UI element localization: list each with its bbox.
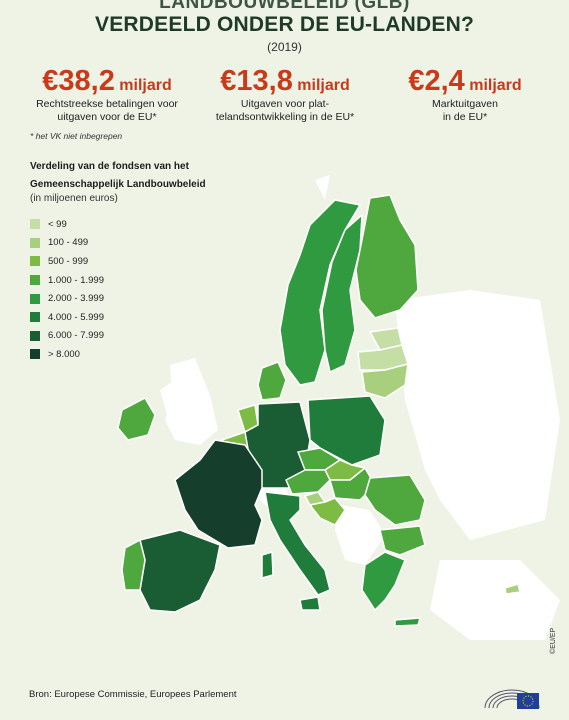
legend-item: > 8.000 [30, 345, 104, 364]
legend-label: 2.000 - 3.999 [48, 293, 104, 305]
legend-subtitle: (in miljoenen euros) [30, 193, 118, 204]
stat-desc-line1: Marktuitgaven [432, 98, 498, 110]
stat-unit: miljard [119, 77, 172, 94]
legend-label: < 99 [48, 218, 67, 230]
legend-item: 2.000 - 3.999 [30, 289, 104, 308]
country-romania [364, 474, 426, 526]
stat-desc-line1: Rechtstreekse betalingen voor [36, 98, 178, 110]
country-sardinia [261, 551, 274, 579]
non-member-land [430, 560, 560, 640]
country-cyprus [504, 583, 521, 595]
legend-title-line2: Gemeenschappelijk Landbouwbeleid [30, 179, 206, 190]
country-crete [394, 617, 421, 627]
legend-swatch [30, 349, 40, 360]
country-sicily [299, 596, 321, 611]
non-member-land [315, 175, 330, 200]
legend-title-line1: Verdeling van de fondsen van het [30, 161, 189, 172]
country-poland [307, 395, 386, 466]
year-label: (2019) [267, 40, 302, 54]
stat-value: €2,4 [408, 65, 465, 97]
country-croatia [309, 497, 346, 526]
copyright-text: ©EU/EP [550, 627, 557, 654]
stat-unit: miljard [297, 77, 350, 94]
country-greece [361, 551, 406, 611]
legend-swatch [30, 237, 40, 248]
country-finland [355, 194, 419, 319]
legend-item: 6.000 - 7.999 [30, 327, 104, 346]
country-denmark [257, 361, 287, 401]
legend-label: 1.000 - 1.999 [48, 274, 104, 286]
cut-off-title: LANDBOUWBELEID (GLB) [159, 0, 410, 13]
country-bulgaria [379, 525, 426, 556]
source-text: Bron: Europese Commissie, Europees Parle… [29, 689, 237, 700]
legend-item: 1.000 - 1.999 [30, 271, 104, 290]
country-sweden [321, 214, 363, 373]
country-norway [279, 199, 361, 386]
legend-label: 100 - 499 [48, 237, 89, 249]
uk-nonmember [165, 358, 218, 445]
stat-desc-line2: in de EU* [442, 111, 488, 123]
eu-countries [117, 194, 521, 627]
legend-label: 500 - 999 [48, 255, 89, 267]
stat-desc-line1: Uitgaven voor plat- [240, 98, 330, 110]
legend-item: 100 - 499 [30, 234, 104, 253]
country-france [174, 439, 263, 549]
non-member-lands [160, 175, 560, 640]
legend-swatch [30, 275, 40, 286]
stat-rural-development: €13,8 miljard Uitgaven voor plat-telands… [200, 66, 370, 124]
legend-item: < 99 [30, 215, 104, 234]
legend-item: 500 - 999 [30, 252, 104, 271]
legend-swatch [30, 330, 40, 341]
non-member-land [395, 290, 560, 540]
country-ireland [117, 397, 156, 441]
legend-swatch [30, 312, 40, 323]
legend: < 99 100 - 499 500 - 999 1.000 - 1.999 2… [30, 215, 104, 364]
legend-item: 4.000 - 5.999 [30, 308, 104, 327]
legend-swatch [30, 293, 40, 304]
stat-desc-line2: uitgaven voor de EU* [57, 111, 157, 123]
country-germany [244, 401, 311, 489]
country-lithuania [361, 363, 409, 399]
legend-label: 4.000 - 5.999 [48, 311, 104, 323]
stat-value: €13,8 [220, 65, 293, 97]
legend-title: Verdeling van de fondsen van het Gemeens… [30, 158, 206, 194]
country-united-kingdom [165, 358, 218, 445]
stat-value: €38,2 [42, 65, 115, 97]
legend-swatch [30, 256, 40, 267]
stat-market-expenditure: €2,4 miljard Marktuitgaven in de EU* [380, 66, 550, 124]
stat-direct-payments: €38,2 miljard Rechtstreekse betalingen v… [22, 66, 192, 124]
page-title: VERDEELD ONDER DE EU-LANDEN? [95, 13, 474, 36]
stat-unit: miljard [469, 77, 522, 94]
legend-label: 6.000 - 7.999 [48, 330, 104, 342]
stat-desc-line2: telandsontwikkeling in de EU* [215, 111, 355, 123]
country-italy [264, 491, 331, 596]
european-parliament-logo [484, 689, 540, 709]
legend-swatch [30, 219, 40, 230]
country-portugal [121, 539, 146, 591]
footnote: * het VK niet inbegrepen [30, 131, 123, 141]
legend-label: > 8.000 [48, 348, 80, 360]
country-spain [139, 529, 221, 613]
non-member-land [335, 505, 385, 565]
